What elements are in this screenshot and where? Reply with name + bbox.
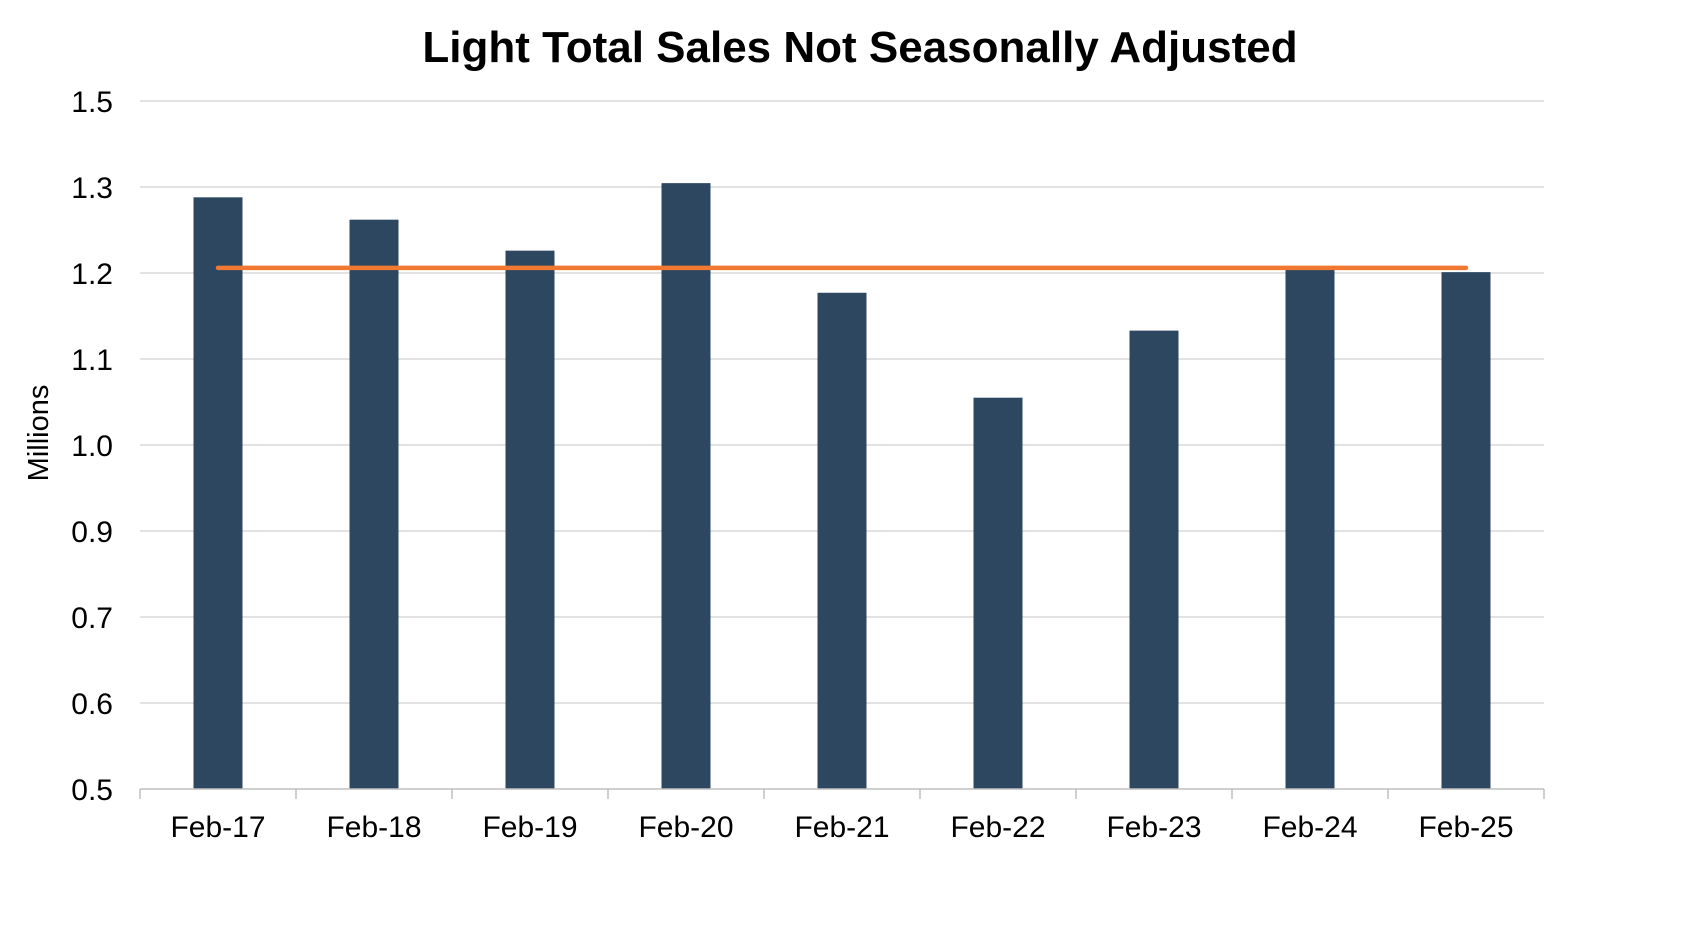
x-tick-label: Feb-23 [1106, 811, 1201, 844]
bar [817, 292, 867, 789]
y-tick-label: 1.1 [71, 344, 113, 377]
bar [349, 219, 399, 789]
y-axis-ticks: 1.5 1.3 1.2 1.1 1.0 0.9 0.7 0.6 0.5 [71, 86, 113, 807]
y-tick-label: 1.3 [71, 172, 113, 205]
x-tick-label: Feb-22 [950, 811, 1045, 844]
x-axis-ticks: Feb-17 Feb-18 Feb-19 Feb-20 Feb-21 Feb-22 Feb-… [170, 811, 1513, 844]
bar-series [193, 183, 1491, 790]
bar [973, 397, 1023, 789]
bar [661, 183, 711, 789]
y-tick-label: 1.2 [71, 258, 113, 291]
y-tick-label: 1.5 [71, 86, 113, 119]
y-axis-label: Millions [23, 385, 55, 482]
y-tick-label: 1.0 [71, 430, 113, 463]
bar [1285, 267, 1335, 790]
y-tick-label: 0.6 [71, 688, 113, 721]
x-tick-label: Feb-18 [326, 811, 421, 844]
bar [505, 250, 555, 789]
x-tick-label: Feb-17 [170, 811, 265, 844]
bar [1129, 330, 1179, 789]
y-tick-label: 0.5 [71, 774, 113, 807]
bar [193, 197, 243, 789]
x-tick-label: Feb-21 [794, 811, 889, 844]
x-tick-label: Feb-25 [1418, 811, 1513, 844]
y-tick-label: 0.7 [71, 602, 113, 635]
bar [1441, 272, 1491, 789]
chart-title: Light Total Sales Not Seasonally Adjuste… [422, 23, 1297, 72]
x-tick-label: Feb-19 [482, 811, 577, 844]
y-tick-label: 0.9 [71, 516, 113, 549]
x-tick-label: Feb-20 [638, 811, 733, 844]
x-axis [139, 788, 1545, 799]
x-tick-label: Feb-24 [1262, 811, 1357, 844]
